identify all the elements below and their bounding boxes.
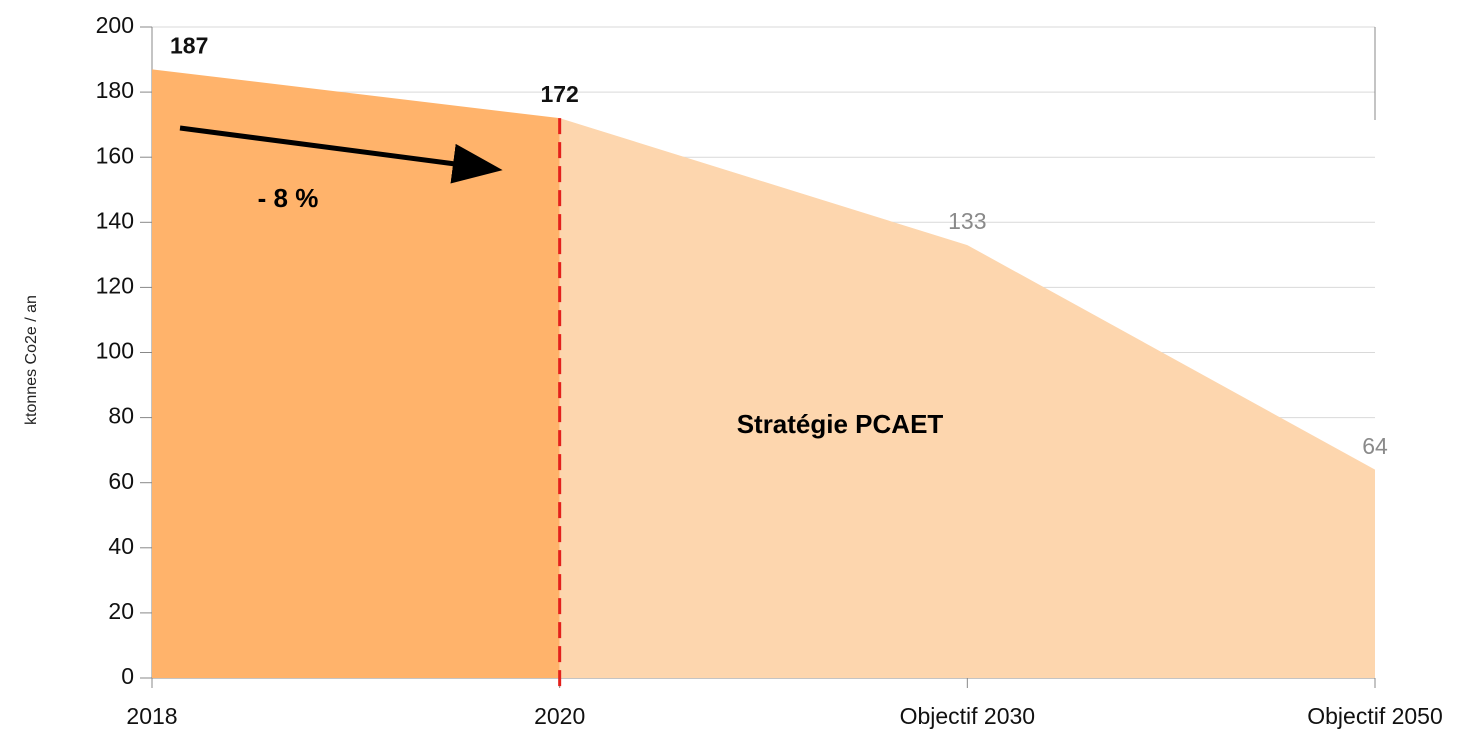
y-tick-label: 180 [96, 77, 134, 103]
y-tick-label: 120 [96, 272, 134, 298]
y-tick-label: 40 [108, 533, 134, 559]
areas [152, 69, 1375, 678]
annotation: - 8 % [258, 183, 319, 213]
y-tick-label: 60 [108, 468, 134, 494]
y-tick-label: 140 [96, 207, 134, 233]
y-axis-label: ktonnes Co2e / an [23, 295, 40, 425]
data-label: 133 [948, 208, 986, 234]
trend-arrow [179, 125, 503, 184]
overlay: 187 172 133 64 [170, 32, 1388, 688]
data-label: 64 [1362, 433, 1388, 459]
annotation: Stratégie PCAET [737, 409, 944, 439]
x-tick-label: Objectif 2050 [1307, 703, 1443, 729]
x-tick-label: Objectif 2030 [900, 703, 1036, 729]
data-label: 172 [540, 81, 578, 107]
data-label: 187 [170, 32, 208, 58]
y-tick-label: 200 [96, 12, 134, 38]
y-tick-label: 20 [108, 598, 134, 624]
y-tick-label: 0 [121, 663, 134, 689]
y-tick-label: 100 [96, 338, 134, 364]
x-tick-label: 2020 [534, 703, 585, 729]
x-tick-label: 2018 [126, 703, 177, 729]
y-tick-label: 160 [96, 142, 134, 168]
area [152, 69, 560, 678]
y-tick-label: 80 [108, 403, 134, 429]
area [559, 118, 1375, 678]
